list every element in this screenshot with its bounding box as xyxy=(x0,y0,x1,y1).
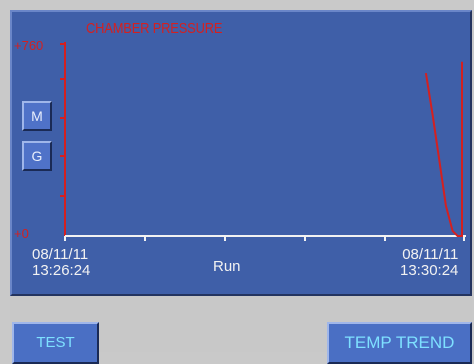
end-date: 08/11/11 xyxy=(402,246,459,263)
end-time: 13:30:24 xyxy=(400,262,459,279)
start-time: 13:26:24 xyxy=(32,262,91,279)
chart-panel xyxy=(10,10,472,296)
x-axis-start-label: 08/11/11 13:26:24 xyxy=(32,247,90,279)
m-button[interactable]: M xyxy=(22,101,52,131)
chart-title: CHAMBER PRESSURE xyxy=(86,20,223,37)
temp-trend-button[interactable]: TEMP TREND xyxy=(327,322,472,364)
x-axis-center-label: Run xyxy=(213,258,241,275)
test-button[interactable]: TEST xyxy=(12,322,99,364)
y-axis-min-label: +0 xyxy=(14,226,29,241)
pressure-trace xyxy=(424,61,463,237)
g-button[interactable]: G xyxy=(22,141,52,171)
start-date: 08/11/11 xyxy=(32,246,89,263)
x-axis-end-label: 08/11/11 13:30:24 xyxy=(400,247,458,279)
y-axis-max-label: +760 xyxy=(14,38,44,53)
